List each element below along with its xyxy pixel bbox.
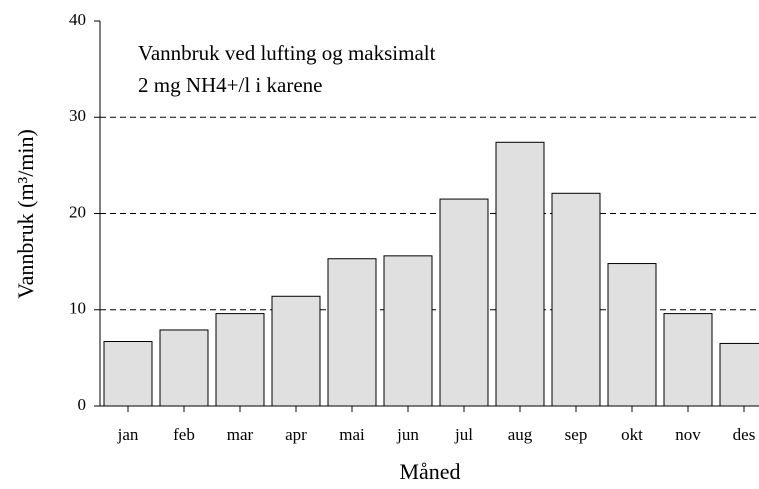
- y-tick-label: 0: [78, 395, 87, 414]
- annotation: 2 mg NH4+/l i karene: [138, 73, 322, 97]
- bar: [103, 341, 153, 407]
- x-tick-label: okt: [621, 425, 643, 444]
- x-tick-label: mai: [339, 425, 365, 444]
- x-tick-label: jan: [117, 425, 139, 444]
- x-tick-label: aug: [508, 425, 533, 444]
- bar: [383, 255, 433, 407]
- bar: [551, 192, 601, 407]
- bar: [607, 263, 657, 407]
- y-tick-label: 20: [69, 202, 86, 221]
- bar: [327, 258, 377, 407]
- y-axis-label: Vannbruk (m³/min): [13, 129, 38, 299]
- x-tick-label: mar: [227, 425, 254, 444]
- bar: [215, 313, 265, 407]
- bar: [495, 141, 545, 407]
- bar: [719, 342, 759, 407]
- y-tick-label: 40: [69, 10, 86, 29]
- x-axis-label: Måned: [399, 459, 460, 484]
- x-tick-label: jul: [454, 425, 473, 444]
- bar: [159, 329, 209, 407]
- bar: [439, 198, 489, 407]
- y-tick-label: 30: [69, 106, 86, 125]
- x-tick-label: des: [733, 425, 756, 444]
- x-tick-label: apr: [285, 425, 307, 444]
- bar: [271, 295, 321, 407]
- x-tick-label: feb: [173, 425, 195, 444]
- annotation: Vannbruk ved lufting og maksimalt: [138, 41, 436, 65]
- x-tick-label: nov: [675, 425, 701, 444]
- x-tick-label: jun: [396, 425, 419, 444]
- bar: [663, 313, 713, 407]
- x-tick-label: sep: [565, 425, 588, 444]
- y-tick-label: 10: [69, 299, 86, 318]
